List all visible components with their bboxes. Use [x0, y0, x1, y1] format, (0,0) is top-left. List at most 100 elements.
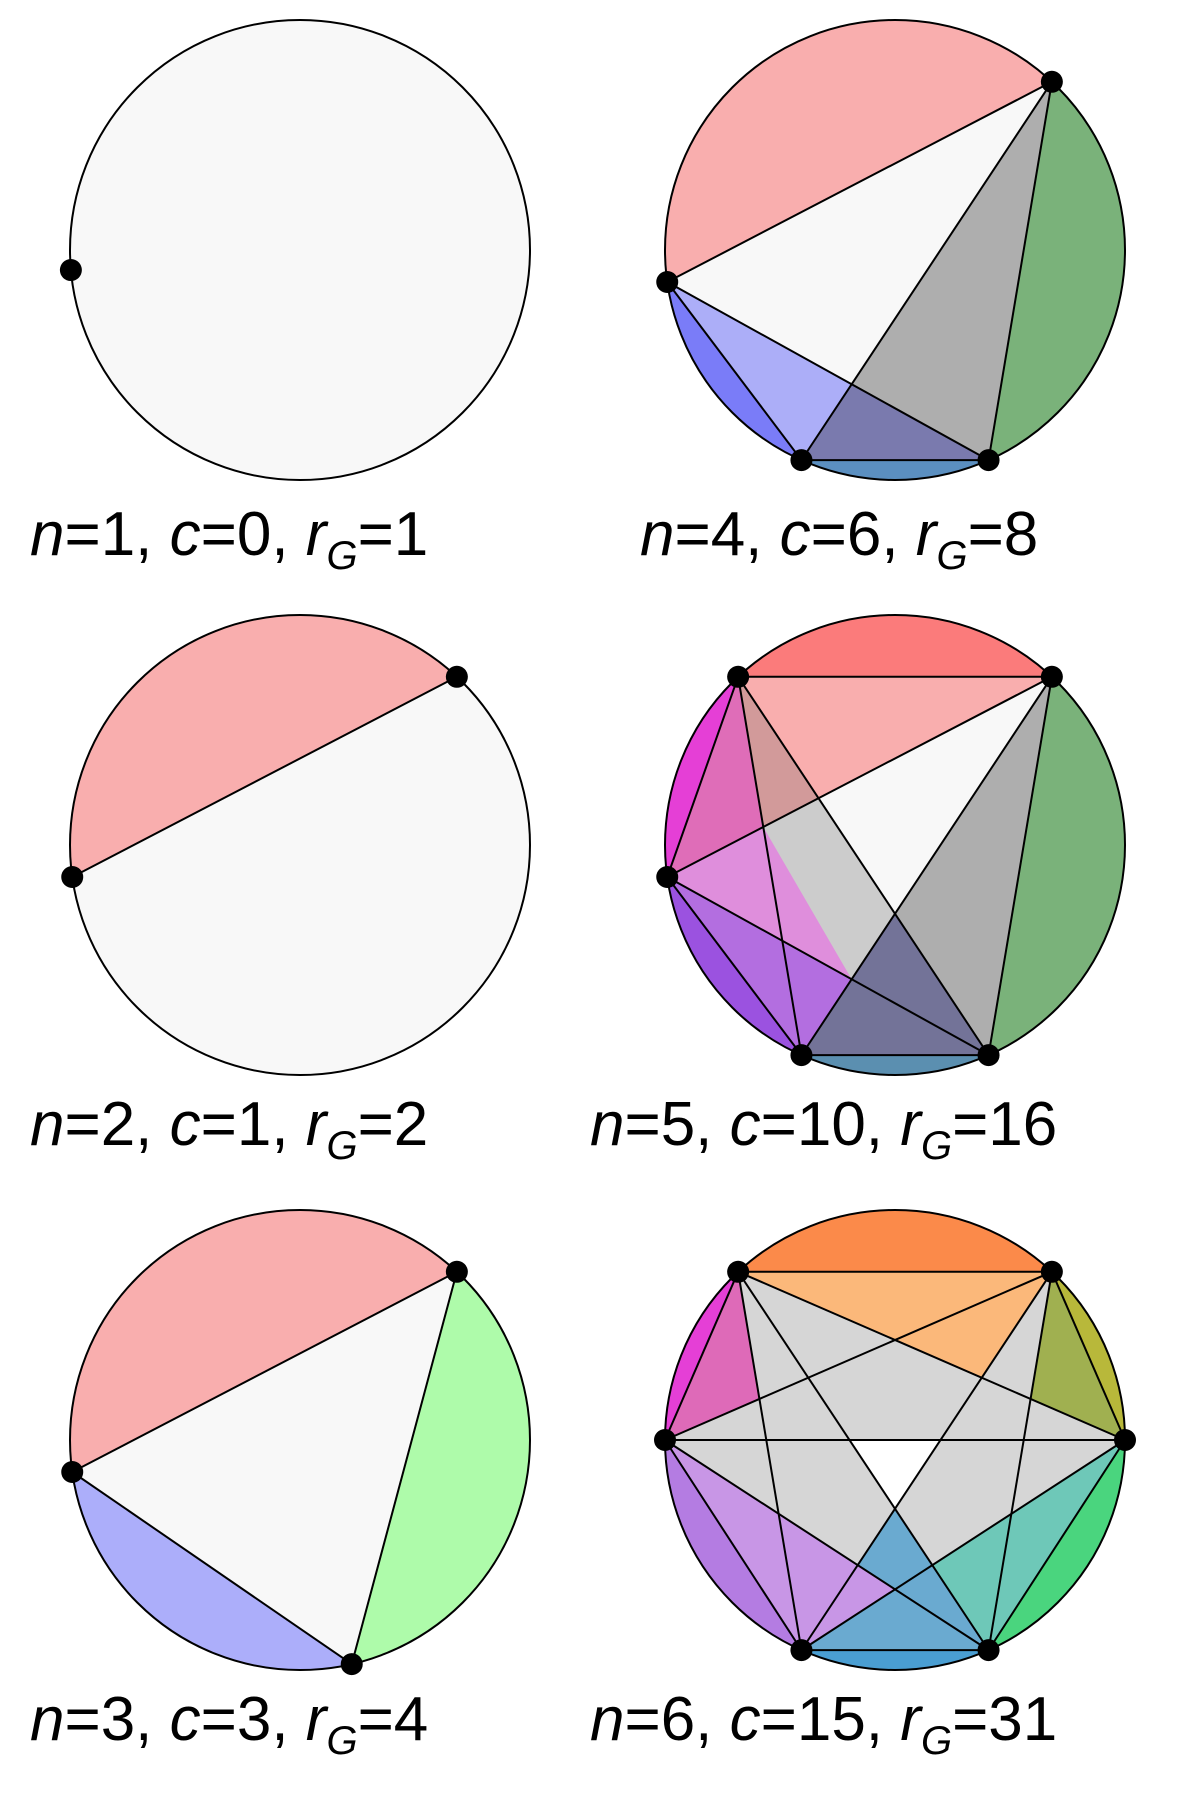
- central-region: [849, 1440, 941, 1509]
- caption-c-val: =15,: [761, 1685, 883, 1754]
- circle-point: [1040, 665, 1063, 688]
- caption-n-val: =4,: [674, 500, 762, 569]
- circle-point: [654, 1429, 676, 1451]
- chord: [664, 1439, 803, 1651]
- panel-caption: n=5, c=10, rG=16: [590, 1090, 1057, 1168]
- caption-r-var: r: [306, 500, 329, 569]
- panel-n4: n=4, c=6, rG=8: [640, 19, 1126, 578]
- circular-segment-region: [70, 1210, 457, 1473]
- circle-point: [340, 1653, 363, 1676]
- circle-disk: [70, 20, 530, 480]
- panel-caption: n=4, c=6, rG=8: [640, 500, 1038, 578]
- caption-c-var: c: [730, 1090, 761, 1159]
- caption-r-val: =4: [358, 1685, 429, 1754]
- chord: [666, 876, 990, 1056]
- panel-caption: n=1, c=0, rG=1: [30, 500, 428, 578]
- circle-point: [790, 1044, 813, 1067]
- polygon-region: [895, 676, 1052, 1056]
- chord: [737, 1271, 803, 1651]
- caption-r-val: =1: [358, 500, 429, 569]
- caption-r-val: =16: [952, 1090, 1057, 1159]
- chord: [800, 1439, 1126, 1651]
- circular-segment-region: [665, 20, 1052, 283]
- chord: [664, 1439, 990, 1651]
- caption-c-val: =1,: [201, 1090, 289, 1159]
- chord: [1050, 1271, 1126, 1441]
- caption-n-var: n: [590, 1090, 624, 1159]
- circle-point: [790, 449, 813, 472]
- caption-r-sub: G: [921, 1124, 952, 1168]
- circle-outline: [664, 614, 1126, 1076]
- chord: [987, 676, 1053, 1056]
- circle-point: [727, 665, 750, 688]
- chord: [987, 1439, 1126, 1651]
- polygon-region: [665, 1271, 760, 1440]
- chord: [666, 676, 740, 878]
- chord: [664, 1270, 1053, 1441]
- circular-segment-region: [72, 1472, 352, 1670]
- polygon-region: [851, 81, 1052, 461]
- polygon-region: [738, 676, 819, 828]
- circular-segment-region: [988, 676, 1125, 1056]
- chord: [666, 876, 803, 1056]
- caption-r-var: r: [900, 1090, 923, 1159]
- caption-n-var: n: [30, 1685, 64, 1754]
- circular-segment-region: [988, 81, 1125, 461]
- caption-r-var: r: [916, 500, 939, 569]
- panel-n2: n=2, c=1, rG=2: [30, 614, 531, 1168]
- polygon-region: [738, 1271, 1052, 1378]
- circle-point: [445, 665, 468, 688]
- chord: [666, 281, 803, 461]
- circle-point: [727, 1260, 750, 1283]
- circle-point: [59, 259, 82, 282]
- caption-c-val: =3,: [201, 1685, 289, 1754]
- chord: [350, 1271, 458, 1665]
- panel-n1: n=1, c=0, rG=1: [30, 19, 531, 578]
- circle-point: [656, 271, 679, 294]
- circle-outline: [69, 19, 531, 481]
- circle-point: [790, 1639, 813, 1662]
- caption-n-var: n: [640, 500, 674, 569]
- caption-c-val: =0,: [201, 500, 289, 569]
- chord: [666, 80, 1053, 283]
- circle-point: [445, 1260, 468, 1283]
- chord: [737, 676, 990, 1056]
- circle-outline: [664, 19, 1126, 481]
- chord: [666, 281, 990, 461]
- panel-n5: n=5, c=10, rG=16: [590, 614, 1126, 1168]
- chord: [664, 1271, 740, 1441]
- circle-point: [61, 866, 84, 889]
- polygon-region: [667, 676, 764, 878]
- circle-point: [1040, 70, 1063, 93]
- circle-point: [61, 1461, 84, 1484]
- caption-r-val: =31: [952, 1685, 1057, 1754]
- caption-r-val: =8: [968, 500, 1039, 569]
- panel-n6: n=6, c=15, rG=31: [590, 1209, 1136, 1763]
- caption-n-val: =6,: [624, 1685, 712, 1754]
- chord: [71, 1270, 458, 1473]
- caption-c-var: c: [170, 1090, 201, 1159]
- caption-c-var: c: [730, 1685, 761, 1754]
- panel-n3: n=3, c=3, rG=4: [30, 1209, 531, 1763]
- caption-c-val: =6,: [811, 500, 899, 569]
- caption-r-sub: G: [326, 534, 357, 578]
- caption-r-sub: G: [326, 1124, 357, 1168]
- caption-c-val: =10,: [761, 1090, 883, 1159]
- chord: [737, 676, 803, 1056]
- panel-caption: n=3, c=3, rG=4: [30, 1685, 428, 1763]
- caption-c-var: c: [170, 500, 201, 569]
- chord: [800, 81, 1053, 461]
- chord: [666, 675, 1053, 878]
- circle-outline: [69, 614, 531, 1076]
- chord: [71, 1471, 353, 1665]
- circular-segment-region: [70, 615, 457, 878]
- chord: [987, 81, 1053, 461]
- caption-r-sub: G: [326, 1719, 357, 1763]
- caption-r-sub: G: [936, 534, 967, 578]
- circle-point: [656, 866, 679, 889]
- polygon-region: [1030, 1271, 1125, 1440]
- circle-point: [1040, 1260, 1063, 1283]
- caption-n-val: =2,: [64, 1090, 152, 1159]
- chord: [987, 1271, 1053, 1651]
